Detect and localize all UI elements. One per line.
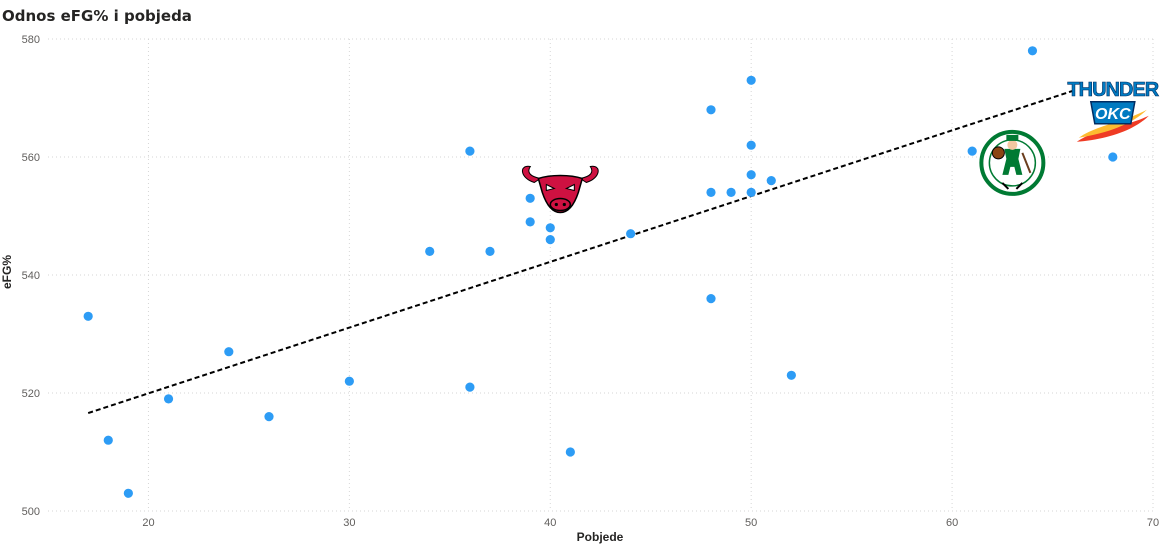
data-point[interactable] [565,447,575,457]
x-tick-label: 20 [142,517,154,529]
data-point[interactable] [706,294,716,304]
x-tick-label: 60 [946,517,958,529]
data-point[interactable] [123,488,133,498]
data-point[interactable] [746,170,756,180]
data-point[interactable] [224,347,234,357]
data-point[interactable] [465,146,475,156]
data-points [83,46,1118,498]
x-tick-label: 50 [745,517,757,529]
data-point[interactable] [746,187,756,197]
data-point[interactable] [706,187,716,197]
data-point[interactable] [465,382,475,392]
data-point[interactable] [626,229,636,239]
x-tick-label: 30 [343,517,355,529]
axis-ticks: 500 520 540 560 580 20 30 40 50 60 70 [22,34,1159,529]
data-point[interactable] [163,394,174,404]
chicago-bulls-logo [522,165,599,214]
data-point[interactable] [746,75,756,85]
data-point[interactable] [1108,152,1118,162]
boston-celtics-logo [979,129,1046,196]
data-point[interactable] [264,412,274,422]
data-point[interactable] [103,435,113,445]
chart-title: Odnos eFG% i pobjeda [2,7,192,25]
data-point[interactable] [726,187,736,197]
y-tick-label: 500 [22,506,40,518]
data-point[interactable] [967,146,977,156]
trendline-group [87,89,1073,415]
data-point[interactable] [1027,46,1038,56]
data-point[interactable] [786,370,796,380]
team-logos: THUNDER OKC [522,79,1161,214]
data-point[interactable] [425,246,435,256]
data-point[interactable] [766,176,776,186]
x-tick-label: 40 [544,517,556,529]
data-point[interactable] [485,246,495,256]
data-point[interactable] [545,235,555,245]
data-point[interactable] [746,140,756,150]
data-point[interactable] [525,217,535,227]
trendline [87,89,1073,415]
data-point[interactable] [83,311,93,321]
data-point[interactable] [344,376,354,386]
okc-logo-bottom-text: OKC [1095,106,1131,123]
data-point[interactable] [706,105,716,115]
data-point[interactable] [525,193,535,203]
y-tick-label: 560 [22,152,40,164]
y-tick-label: 580 [22,34,40,46]
okc-thunder-logo: THUNDER OKC [1067,79,1161,142]
okc-logo-top-text: THUNDER [1067,79,1159,101]
data-point[interactable] [545,223,555,233]
y-tick-label: 520 [22,388,40,400]
x-axis-label: Pobjede [576,530,624,544]
y-tick-label: 540 [22,270,40,282]
x-tick-label: 70 [1147,517,1159,529]
grid-lines [48,38,1154,512]
